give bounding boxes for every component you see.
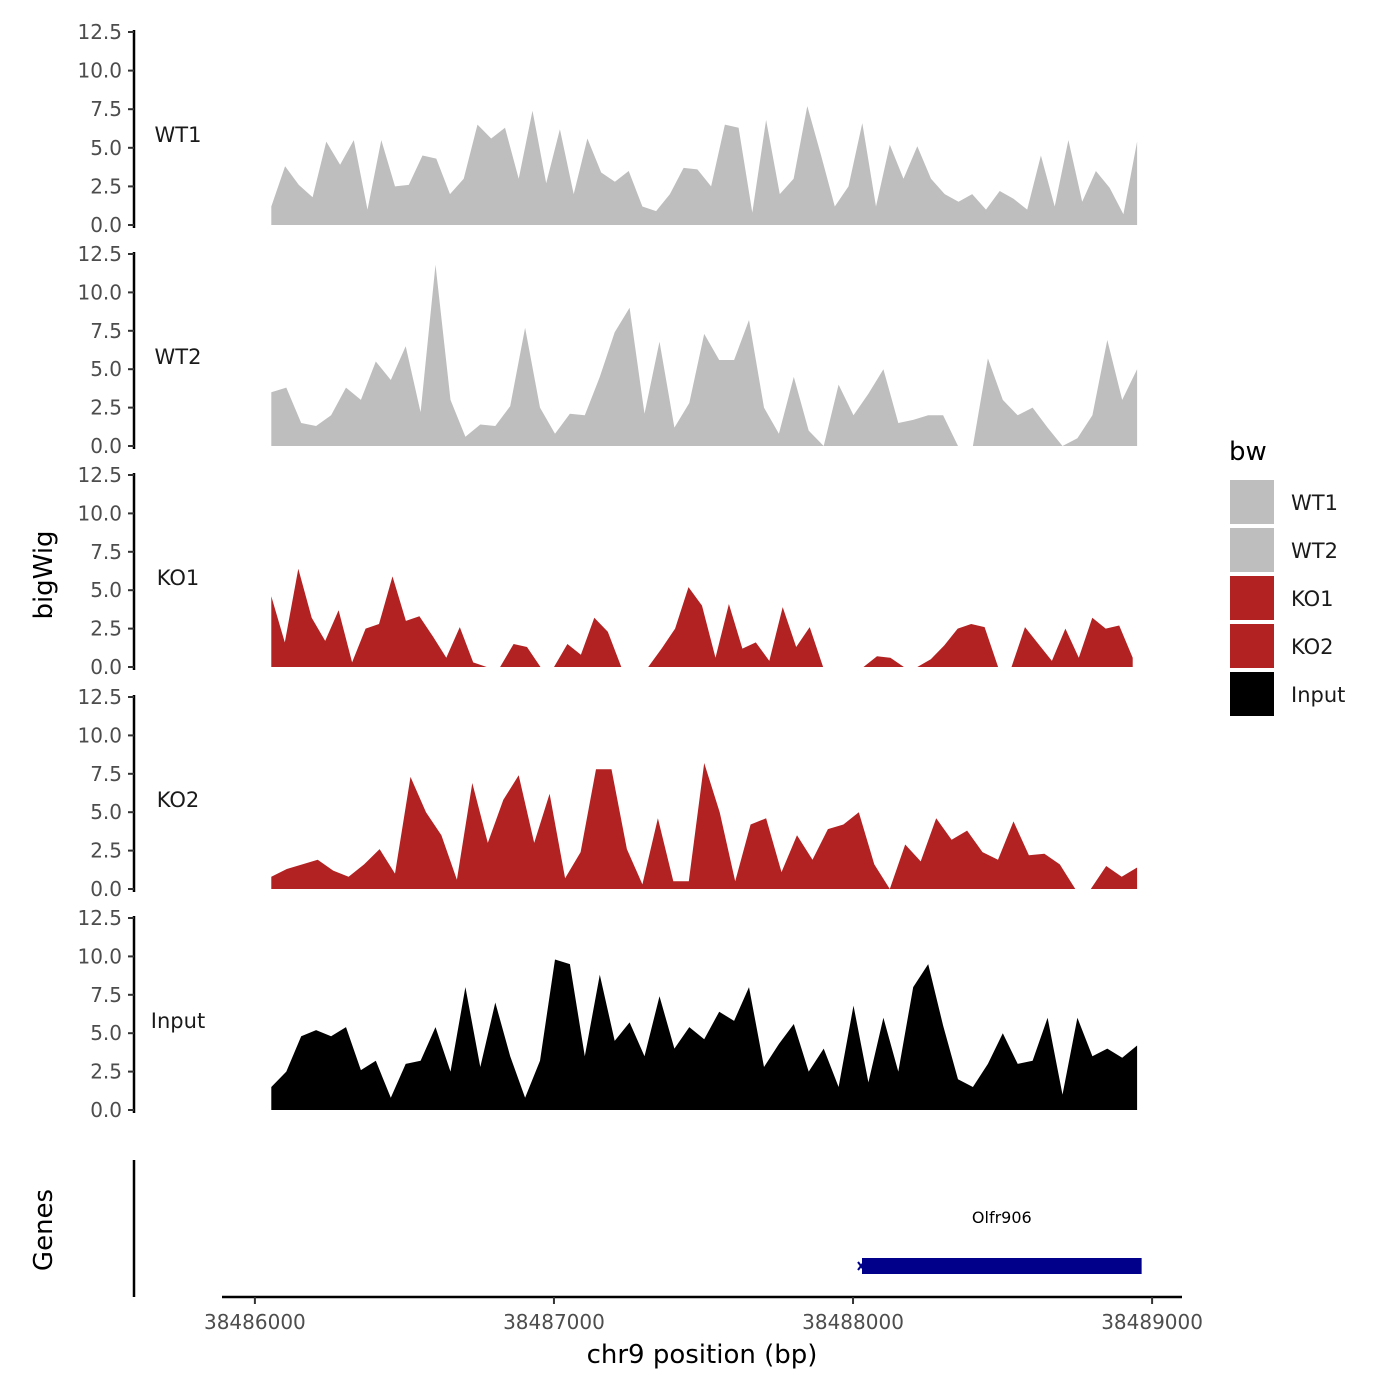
x-axis: 38486000 38487000 38488000 38489000: [204, 1295, 1203, 1334]
y-tick-label: 5.0: [90, 1021, 122, 1045]
legend-swatch-ko2: [1230, 624, 1274, 668]
y-tick-label: 7.5: [90, 319, 122, 343]
gene-track-title: Genes: [29, 1189, 59, 1271]
track-wt1: 0.0 2.5 5.0 7.5 10.0 12.5 WT1: [77, 20, 1138, 237]
y-tick-label: 2.5: [90, 1060, 122, 1084]
legend-label: WT2: [1291, 539, 1338, 563]
y-tick-label: 12.5: [77, 242, 122, 266]
coverage-area-ko1: [271, 568, 1133, 667]
track-label: KO2: [157, 788, 200, 812]
track-input: 0.0 2.5 5.0 7.5 10.0 12.5 Input: [77, 906, 1138, 1122]
y-tick-label: 0.0: [90, 655, 122, 679]
y-tick-label: 7.5: [90, 540, 122, 564]
y-tick-label: 2.5: [90, 839, 122, 863]
coverage-area-wt2: [271, 264, 1138, 446]
y-tick-label: 10.0: [77, 723, 122, 747]
x-tick-label: 38486000: [204, 1310, 306, 1334]
coverage-area-input: [271, 959, 1138, 1110]
gene-body-olfr906: [862, 1258, 1142, 1274]
legend: bw WT1 WT2 KO1 KO2 Input: [1229, 437, 1345, 716]
x-tick-label: 38488000: [802, 1310, 904, 1334]
y-tick-label: 5.0: [90, 357, 122, 381]
coverage-tracks: 0.0 2.5 5.0 7.5 10.0 12.5 WT1 0.0 2.5 5.0 7.5 10.0 1…: [77, 20, 1138, 1122]
y-tick-label: 0.0: [90, 434, 122, 458]
legend-swatch-wt1: [1230, 480, 1274, 524]
y-tick-label: 0.0: [90, 1098, 122, 1122]
x-tick-label: 38489000: [1101, 1310, 1203, 1334]
track-ko2: 0.0 2.5 5.0 7.5 10.0 12.5 KO2: [77, 685, 1138, 901]
track-label: KO1: [157, 566, 200, 590]
track-label: WT1: [155, 123, 202, 147]
y-tick-label: 0.0: [90, 877, 122, 901]
track-wt2: 0.0 2.5 5.0 7.5 10.0 12.5 WT2: [77, 242, 1138, 458]
legend-title: bw: [1229, 437, 1267, 467]
y-tick-label: 12.5: [77, 20, 122, 44]
coverage-area-wt1: [271, 106, 1138, 225]
y-tick-label: 2.5: [90, 617, 122, 641]
track-label: Input: [151, 1009, 205, 1033]
track-label: WT2: [155, 345, 202, 369]
legend-label: KO2: [1291, 635, 1334, 659]
y-tick-label: 7.5: [90, 762, 122, 786]
track-ko1: 0.0 2.5 5.0 7.5 10.0 12.5 KO1: [77, 463, 1133, 679]
legend-label: Input: [1291, 683, 1345, 707]
x-axis-title: chr9 position (bp): [587, 1340, 818, 1370]
x-tick-label: 38487000: [503, 1310, 605, 1334]
y-tick-label: 5.0: [90, 800, 122, 824]
y-tick-label: 12.5: [77, 685, 122, 709]
legend-label: WT1: [1291, 491, 1338, 515]
y-tick-label: 10.0: [77, 501, 122, 525]
y-tick-label: 10.0: [77, 944, 122, 968]
gene-track: Olfr906: [132, 1160, 1142, 1297]
y-tick-label: 12.5: [77, 906, 122, 930]
y-tick-label: 12.5: [77, 463, 122, 487]
y-tick-label: 7.5: [90, 983, 122, 1007]
legend-label: KO1: [1291, 587, 1334, 611]
y-tick-label: 2.5: [90, 396, 122, 420]
y-axis-title: bigWig: [29, 530, 59, 619]
y-tick-label: 0.0: [90, 213, 122, 237]
y-tick-label: 5.0: [90, 136, 122, 160]
y-tick-label: 10.0: [77, 280, 122, 304]
y-tick-label: 5.0: [90, 578, 122, 602]
y-tick-label: 10.0: [77, 59, 122, 83]
y-tick-label: 2.5: [90, 174, 122, 198]
legend-swatch-wt2: [1230, 528, 1274, 572]
gene-label: Olfr906: [972, 1208, 1032, 1227]
legend-swatch-ko1: [1230, 576, 1274, 620]
legend-swatch-input: [1230, 672, 1274, 716]
y-tick-label: 7.5: [90, 97, 122, 121]
strand-marker: [857, 1261, 865, 1271]
coverage-area-ko2: [271, 763, 1138, 889]
